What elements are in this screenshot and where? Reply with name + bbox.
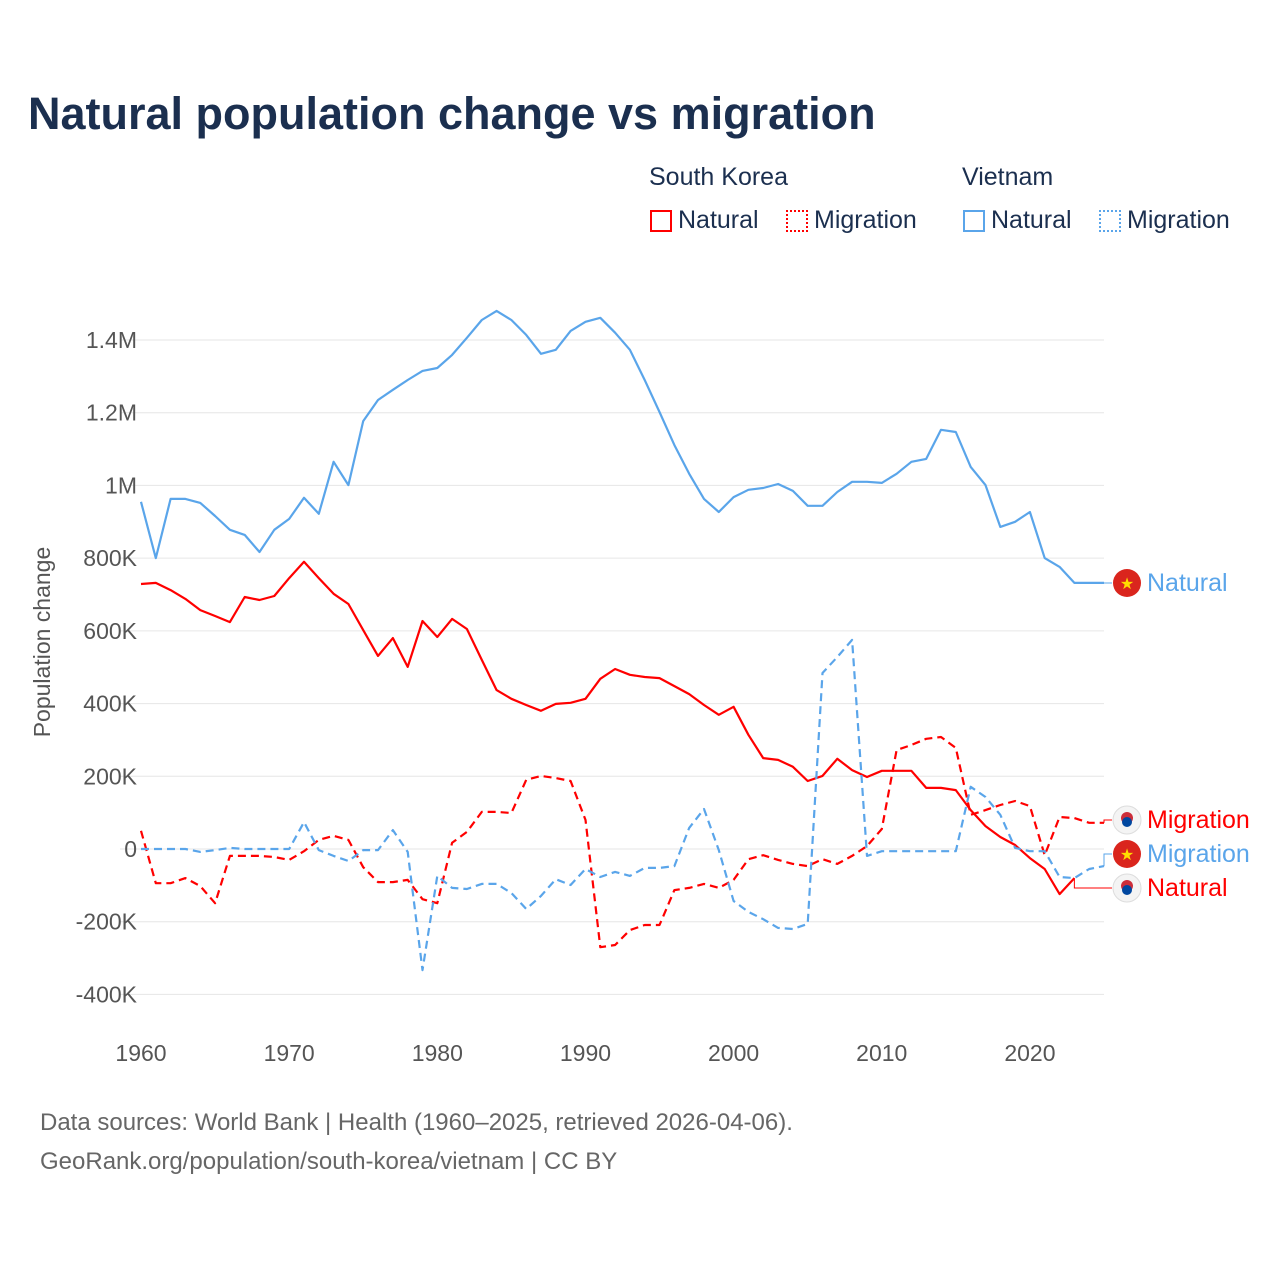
y-axis-label: Population change — [29, 547, 55, 738]
legend-group-south-korea: South Korea — [649, 163, 788, 191]
y-tick-label: -200K — [76, 909, 138, 935]
vietnam-flag-icon: ★ — [1113, 569, 1141, 597]
x-tick-label: 2010 — [856, 1040, 907, 1066]
legend-label: Natural — [678, 206, 759, 234]
end-label-connector — [1103, 853, 1112, 867]
end-label: Natural — [1147, 874, 1228, 902]
x-tick-label: 2000 — [708, 1040, 759, 1066]
end-label: Natural — [1147, 569, 1228, 597]
flag-circle — [1113, 569, 1141, 597]
taeguk-bottom — [1122, 817, 1132, 827]
south-korea-flag-icon — [1112, 805, 1142, 835]
footer-sources: Data sources: World Bank | Health (1960–… — [40, 1109, 793, 1136]
legend-vn-migration[interactable]: Migration — [1099, 206, 1230, 235]
vietnam-flag-icon: ★ — [1113, 840, 1141, 868]
x-tick-label: 2020 — [1004, 1040, 1055, 1066]
legend-swatch-dotted — [1099, 209, 1121, 232]
star-icon: ★ — [1120, 576, 1134, 593]
footer-link[interactable]: GeoRank.org/population/south-korea/vietn… — [40, 1148, 618, 1175]
south-korea-flag-icon — [1112, 873, 1142, 903]
series-line-south-korea-natural — [140, 560, 1076, 896]
legend-label: Migration — [814, 206, 917, 234]
y-tick-label: -400K — [76, 981, 138, 1007]
end-label: Migration — [1147, 840, 1250, 868]
y-tick-label: 0 — [124, 836, 137, 862]
series-line-vietnam-natural — [139, 309, 1104, 584]
y-tick-label: 600K — [83, 618, 137, 644]
legend-vn-natural[interactable]: Natural — [963, 206, 1072, 235]
legend-swatch-dotted — [786, 209, 808, 232]
x-tick-label: 1970 — [264, 1040, 315, 1066]
y-tick-label: 1.2M — [86, 400, 137, 426]
end-label: Migration — [1147, 806, 1250, 834]
x-tick-label: 1980 — [412, 1040, 463, 1066]
flag-circle — [1113, 840, 1141, 868]
series-line-vietnam-migration — [141, 638, 1105, 972]
star-icon: ★ — [1120, 847, 1134, 864]
y-tick-label: 400K — [83, 691, 137, 717]
series-line-south-korea-migration — [139, 735, 1104, 949]
taeguk-bottom — [1122, 885, 1132, 895]
y-tick-label: 1.4M — [86, 327, 137, 353]
legend-swatch-solid — [650, 209, 672, 232]
legend-label: Natural — [991, 206, 1072, 234]
legend-label: Migration — [1127, 206, 1230, 234]
x-tick-label: 1990 — [560, 1040, 611, 1066]
legend-sk-natural[interactable]: Natural — [650, 206, 759, 235]
y-tick-label: 200K — [83, 763, 137, 789]
legend-sk-migration[interactable]: Migration — [786, 206, 917, 235]
y-tick-label: 800K — [83, 545, 137, 571]
x-tick-label: 1960 — [115, 1040, 166, 1066]
legend-swatch-solid — [963, 209, 985, 232]
y-tick-label: 1M — [105, 472, 137, 498]
legend-group-vietnam: Vietnam — [962, 163, 1054, 191]
end-label-connector — [1103, 819, 1112, 823]
chart-title: Natural population change vs migration — [28, 88, 876, 139]
end-label-connector — [1073, 878, 1112, 889]
